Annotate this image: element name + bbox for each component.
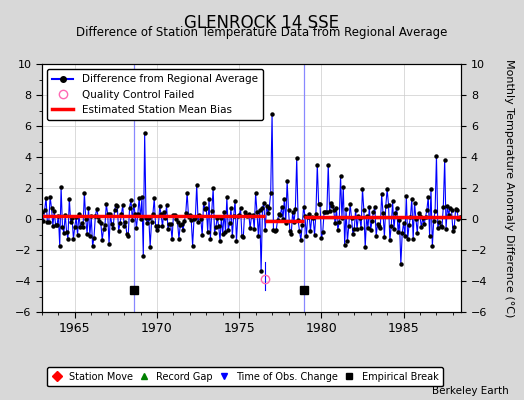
Text: Berkeley Earth: Berkeley Earth [432, 386, 508, 396]
Y-axis label: Monthly Temperature Anomaly Difference (°C): Monthly Temperature Anomaly Difference (… [504, 59, 514, 317]
Text: GLENROCK 14 SSE: GLENROCK 14 SSE [184, 14, 340, 32]
Text: Difference of Station Temperature Data from Regional Average: Difference of Station Temperature Data f… [77, 26, 447, 39]
Legend: Station Move, Record Gap, Time of Obs. Change, Empirical Break: Station Move, Record Gap, Time of Obs. C… [47, 367, 443, 386]
